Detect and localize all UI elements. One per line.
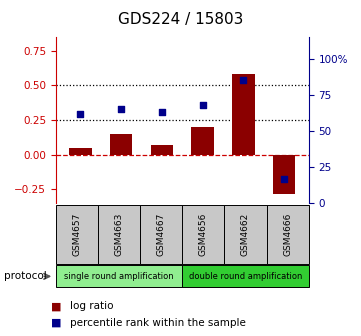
Text: log ratio: log ratio (70, 301, 114, 311)
Bar (110, 134, 132, 155)
Text: GSM4666: GSM4666 (283, 213, 292, 256)
Bar (273, 155, 295, 194)
Bar (69, 148, 92, 155)
Point (78, 111, 83, 116)
Text: GSM4667: GSM4667 (157, 213, 166, 256)
Text: single round amplification: single round amplification (64, 272, 174, 281)
Bar (232, 74, 255, 155)
Text: GSM4663: GSM4663 (115, 213, 123, 256)
Point (159, 110, 165, 115)
Text: ■: ■ (51, 301, 61, 311)
Point (118, 107, 124, 112)
Text: ■: ■ (51, 318, 61, 328)
Text: GSM4657: GSM4657 (73, 213, 82, 256)
Point (281, 176, 287, 181)
Text: GSM4662: GSM4662 (241, 213, 250, 256)
Text: GSM4656: GSM4656 (199, 213, 208, 256)
Text: GDS224 / 15803: GDS224 / 15803 (118, 12, 243, 27)
Point (200, 102, 205, 108)
Bar (151, 145, 173, 155)
Point (240, 78, 246, 83)
Text: protocol: protocol (4, 271, 46, 281)
Bar (191, 127, 214, 155)
Text: double round amplification: double round amplification (189, 272, 302, 281)
Text: percentile rank within the sample: percentile rank within the sample (70, 318, 246, 328)
